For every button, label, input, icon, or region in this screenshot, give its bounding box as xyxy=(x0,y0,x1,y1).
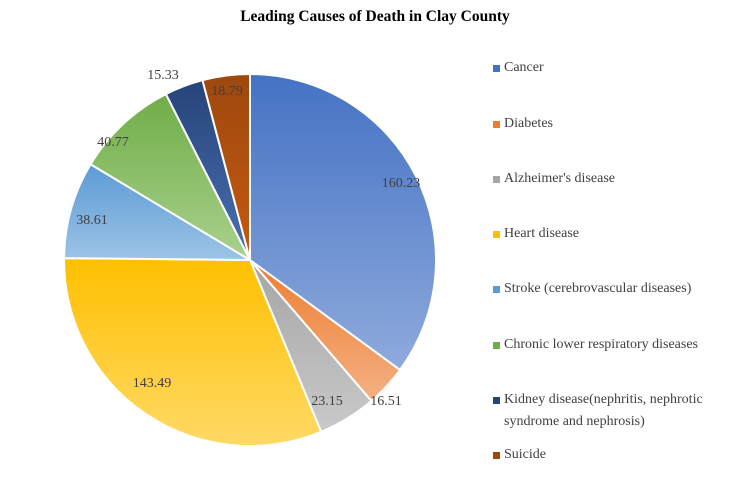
data-label: 15.33 xyxy=(147,68,179,83)
legend-swatch-icon xyxy=(493,65,500,72)
legend-label-line: Heart disease xyxy=(504,226,580,241)
legend-swatch-icon xyxy=(493,452,500,459)
legend-label: Cancer xyxy=(504,59,544,77)
data-label: 38.61 xyxy=(76,213,108,228)
data-label: 143.49 xyxy=(133,376,172,391)
data-label: 18.79 xyxy=(211,84,243,99)
legend-label-line: Diabetes xyxy=(504,116,553,131)
legend-label: Suicide xyxy=(504,446,546,464)
legend-label-line: syndrome and nephrosis) xyxy=(504,414,645,429)
legend-label-line: Cancer xyxy=(504,60,544,75)
legend-label-line: Kidney disease(nephritis, nephrotic xyxy=(504,392,703,407)
pie-slice-stroke-cerebrovascular-diseases xyxy=(63,163,251,261)
chart-title: Leading Causes of Death in Clay County xyxy=(240,8,510,25)
legend-label-line: Suicide xyxy=(504,447,546,462)
legend-swatch-icon xyxy=(493,397,500,404)
pie-slice-chronic-lower-respiratory-diseases xyxy=(89,93,251,261)
legend-label-line: Chronic lower respiratory diseases xyxy=(504,337,698,352)
legend-label: Heart disease xyxy=(504,225,579,243)
legend-label: Stroke (cerebrovascular diseases) xyxy=(504,280,691,298)
legend-label-line: Alzheimer's disease xyxy=(504,171,615,186)
legend-label: Diabetes xyxy=(504,115,553,133)
legend-swatch-icon xyxy=(493,176,500,183)
pie-slice-suicide xyxy=(201,73,251,261)
legend-swatch-icon xyxy=(493,121,500,128)
data-label: 40.77 xyxy=(97,135,129,150)
legend-swatch-icon xyxy=(493,231,500,238)
pie-slices xyxy=(63,73,437,447)
legend-label-line: Stroke (cerebrovascular diseases) xyxy=(504,281,692,296)
legend-swatch-icon xyxy=(493,286,500,293)
data-labels: 160.23 16.51 23.15 143.49 38.61 40.77 15.33 18.… xyxy=(76,68,420,409)
data-label: 16.51 xyxy=(370,394,402,409)
pie-slice-cancer xyxy=(249,73,437,371)
legend-swatch-icon xyxy=(493,342,500,349)
data-label: 160.23 xyxy=(382,176,421,191)
pie-slice-heart-disease xyxy=(63,257,323,447)
data-label: 23.15 xyxy=(311,394,343,409)
legend-label: Kidney disease(nephritis, nephrotic syndr… xyxy=(504,391,703,431)
legend-label: Chronic lower respiratory diseases xyxy=(504,336,698,354)
legend-label: Alzheimer's disease xyxy=(504,170,615,188)
